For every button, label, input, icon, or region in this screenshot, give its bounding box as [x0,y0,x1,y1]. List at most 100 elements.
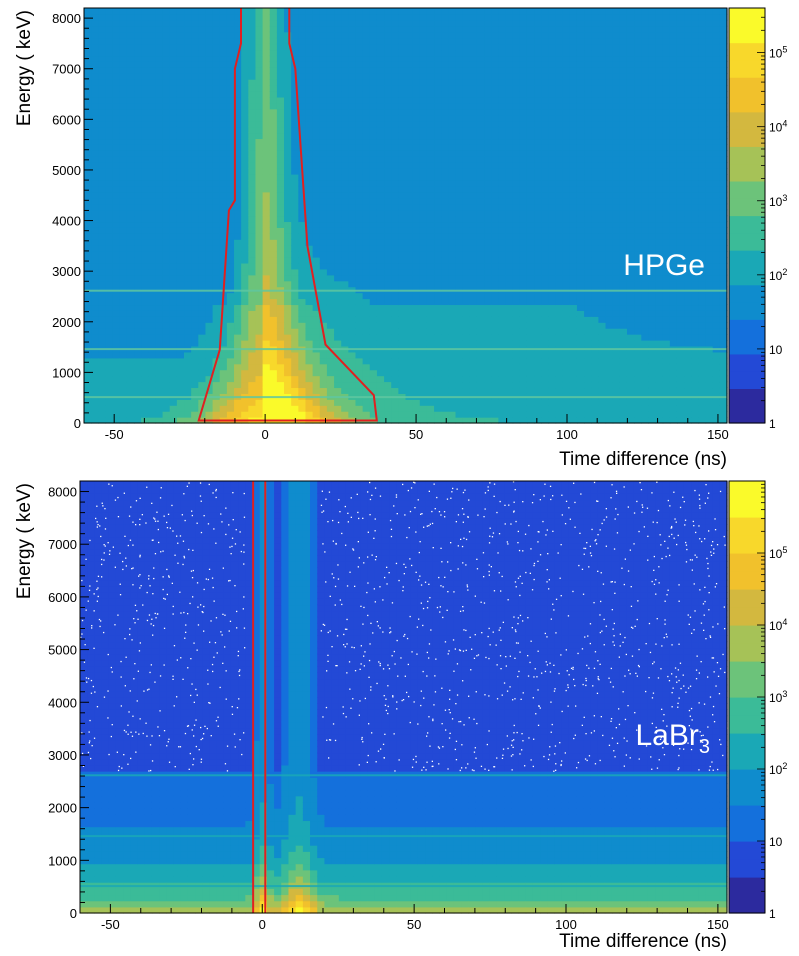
heatmap-cell [563,364,571,371]
heatmap-cell [334,133,342,140]
heatmap-cell [105,109,113,116]
heatmap-cell [427,405,435,412]
heatmap-cell [463,210,471,217]
heatmap-cell [291,44,299,51]
heatmap-cell [277,281,285,288]
heatmap-cell [234,376,242,383]
heatmap-cell [413,85,421,92]
heatmap-cell [577,14,585,21]
heatmap-cell [148,245,156,252]
heatmap-cell [534,61,542,68]
heatmap-cell [377,293,385,300]
heatmap-cell [570,221,578,228]
heatmap-cell [413,55,421,62]
heatmap-cell [420,67,428,74]
heatmap-cell [534,263,542,270]
heatmap-cell [384,304,392,311]
heatmap-cell [577,61,585,68]
heatmap-cell [341,352,349,359]
heatmap-cell [91,168,99,175]
heatmap-cell [541,168,549,175]
heatmap-cell [270,61,278,68]
heatmap-cell [441,192,449,199]
heatmap-cell [234,405,242,412]
heatmap-cell [363,109,371,116]
heatmap-cell [506,334,514,341]
heatmap-cell [270,233,278,240]
heatmap-cell [327,174,335,181]
heatmap-cell [220,32,228,39]
heatmap-cell [284,251,292,258]
heatmap-cell [513,310,521,317]
heatmap-cell [234,322,242,329]
heatmap-cell [220,411,228,418]
heatmap-cell [541,316,549,323]
heatmap-cell [313,73,321,80]
heatmap-cell [413,233,421,240]
heatmap-cell [513,50,521,57]
heatmap-cell [163,387,171,394]
heatmap-cell [213,310,221,317]
heatmap-cell [513,216,521,223]
heatmap-cell [155,210,163,217]
heatmap-cell [320,269,328,276]
heatmap-cell [313,382,321,389]
heatmap-cell [513,73,521,80]
heatmap-cell [413,138,421,145]
heatmap-cell [177,370,185,377]
heatmap-cell [184,281,192,288]
heatmap-cell [134,411,142,418]
heatmap-cell [255,138,263,145]
heatmap-cell [234,304,242,311]
heatmap-cell [98,239,106,246]
heatmap-cell [105,162,113,169]
heatmap-cell [434,20,442,27]
heatmap-cell [513,26,521,33]
heatmap-cell [155,55,163,62]
heatmap-cell [527,328,535,335]
heatmap-cell [406,411,414,418]
heatmap-cell [198,192,206,199]
heatmap-cell [463,138,471,145]
heatmap-cell [141,38,149,45]
heatmap-cell [348,269,356,276]
heatmap-cell [398,14,406,21]
heatmap-cell [313,109,321,116]
heatmap-cell [420,127,428,134]
heatmap-cell [513,269,521,276]
heatmap-cell [434,103,442,110]
heatmap-cell [248,156,256,163]
heatmap-cell [105,204,113,211]
heatmap-cell [134,227,142,234]
heatmap-cell [170,85,178,92]
heatmap-cell [163,79,171,86]
heatmap-cell [84,334,92,341]
heatmap-cell [391,32,399,39]
heatmap-cell [213,73,221,80]
heatmap-cell [263,204,271,211]
heatmap-cell [513,156,521,163]
heatmap-cell [298,334,306,341]
heatmap-cell [513,275,521,282]
heatmap-cell [141,328,149,335]
heatmap-cell [491,281,499,288]
heatmap-cell [577,299,585,306]
heatmap-cell [191,411,199,418]
heatmap-cell [184,269,192,276]
heatmap-cell [141,263,149,270]
heatmap-cell [563,204,571,211]
heatmap-cell [506,293,514,300]
heatmap-cell [248,192,256,199]
heatmap-cell [491,352,499,359]
heatmap-cell [220,216,228,223]
heatmap-cell [584,299,592,306]
heatmap-cell [577,216,585,223]
heatmap-cell [120,79,128,86]
heatmap-cell [320,133,328,140]
heatmap-cell [163,304,171,311]
heatmap-cell [341,221,349,228]
heatmap-cell [191,55,199,62]
heatmap-cell [398,227,406,234]
heatmap-cell [420,322,428,329]
heatmap-cell [448,293,456,300]
